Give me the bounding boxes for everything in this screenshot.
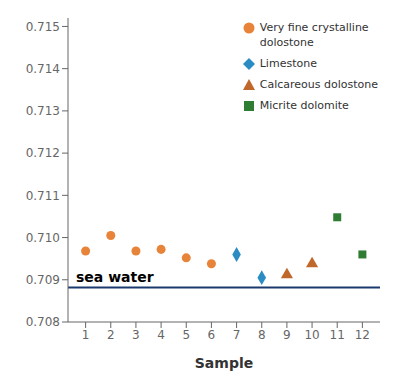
svg-text:7: 7: [233, 328, 241, 342]
svg-text:10: 10: [304, 328, 319, 342]
svg-text:Sample: Sample: [195, 355, 253, 371]
svg-text:sea water: sea water: [76, 269, 154, 285]
html-text:Calcareous dolostone: Calcareous dolostone: [259, 78, 378, 91]
svg-text:11: 11: [330, 328, 345, 342]
svg-text:0.712: 0.712: [26, 146, 60, 160]
svg-text:3: 3: [132, 328, 140, 342]
svg-text:0.714: 0.714: [26, 62, 60, 76]
svg-text:5: 5: [182, 328, 190, 342]
svg-text:9: 9: [283, 328, 291, 342]
svg-text:12: 12: [355, 328, 370, 342]
svg-text:0.710: 0.710: [26, 231, 60, 245]
html-text:Micrite dolomite: Micrite dolomite: [259, 99, 349, 112]
svg-text:0.709: 0.709: [26, 273, 60, 287]
svg-text:0.715: 0.715: [26, 20, 60, 34]
svg-text:0.708: 0.708: [26, 315, 60, 329]
svg-text:2: 2: [107, 328, 115, 342]
svg-text:6: 6: [208, 328, 216, 342]
svg-text:1: 1: [82, 328, 90, 342]
svg-text:4: 4: [157, 328, 165, 342]
svg-text:8: 8: [258, 328, 266, 342]
svg-text:0.711: 0.711: [26, 189, 60, 203]
svg-text:0.713: 0.713: [26, 104, 60, 118]
html-text:Very fine crystalline doloston: Very fine crystalline dolostone: [259, 21, 369, 49]
html-text:Limestone: Limestone: [259, 57, 317, 70]
